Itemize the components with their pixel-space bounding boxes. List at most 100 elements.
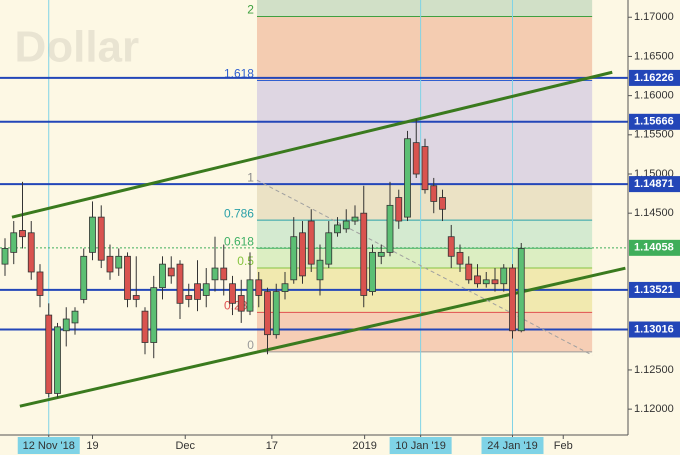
x-tick-label: 24 Jan '19 bbox=[487, 440, 537, 452]
candle-body bbox=[229, 283, 236, 304]
candle-body bbox=[220, 267, 228, 281]
x-tick-label: Feb bbox=[554, 440, 573, 452]
y-tick-label: 1.12500 bbox=[634, 364, 674, 376]
candle-body bbox=[185, 295, 193, 300]
candle-body bbox=[377, 251, 385, 257]
level-label: 1.13016 bbox=[634, 323, 674, 335]
candle-body bbox=[509, 267, 516, 332]
candle-body bbox=[124, 255, 131, 300]
candle-body bbox=[307, 220, 315, 265]
current-price-tag bbox=[629, 239, 680, 256]
candle-body bbox=[404, 138, 411, 218]
candle-body bbox=[19, 230, 26, 238]
candle-body bbox=[430, 185, 438, 202]
candle-body bbox=[491, 279, 499, 285]
x-tick-highlight bbox=[481, 437, 544, 454]
y-tick-label: 1.17000 bbox=[634, 11, 674, 23]
fib-label: 2 bbox=[247, 3, 254, 17]
candle-body bbox=[316, 259, 324, 281]
x-tick-label: 17 bbox=[266, 440, 278, 452]
x-tick-label: 19 bbox=[86, 440, 98, 452]
candle-body bbox=[89, 216, 96, 253]
x-tick-label: 12 Nov '18 bbox=[23, 440, 75, 452]
level-label: 1.14871 bbox=[634, 178, 674, 190]
level-tag bbox=[629, 281, 680, 298]
candle-body bbox=[395, 197, 403, 222]
candle-body bbox=[194, 283, 201, 300]
candle-body bbox=[456, 251, 464, 265]
candle-body bbox=[264, 291, 271, 336]
candle-body bbox=[36, 271, 44, 296]
candle-body bbox=[290, 236, 298, 281]
watermark: , Dollar bbox=[0, 23, 139, 72]
candle-body bbox=[150, 287, 158, 343]
y-tick-label: 1.16000 bbox=[634, 90, 674, 102]
candle-body bbox=[202, 283, 210, 296]
fib-label: 1 bbox=[247, 170, 254, 184]
trendline bbox=[256, 179, 593, 356]
candle-body bbox=[211, 267, 219, 281]
candle-body bbox=[176, 263, 184, 304]
fib-band bbox=[256, 0, 593, 17]
level-tag bbox=[629, 321, 680, 338]
candle-body bbox=[360, 212, 368, 296]
candle-body bbox=[386, 204, 394, 253]
candle-body bbox=[334, 224, 341, 234]
fib-band bbox=[256, 248, 593, 269]
candle-body bbox=[45, 314, 53, 394]
candle-body bbox=[482, 279, 490, 285]
candle-body bbox=[325, 232, 333, 265]
candle-body bbox=[10, 232, 18, 253]
y-tick-label: 1.15500 bbox=[634, 129, 674, 141]
candle-body bbox=[447, 236, 455, 257]
candle-body bbox=[159, 263, 166, 289]
candle-body bbox=[71, 310, 79, 324]
y-tick-label: 1.16500 bbox=[634, 50, 674, 62]
candle-body bbox=[272, 291, 280, 336]
candle-body bbox=[27, 232, 35, 273]
fib-band bbox=[256, 312, 593, 352]
level-tag bbox=[629, 176, 680, 193]
candle-body bbox=[255, 279, 263, 296]
level-tag bbox=[629, 69, 680, 86]
x-tick-label: Dec bbox=[175, 440, 195, 452]
fib-label: 0 bbox=[247, 338, 254, 352]
candle-body bbox=[517, 248, 525, 332]
fib-label: 0.5 bbox=[237, 254, 254, 268]
fib-band bbox=[256, 16, 593, 81]
candle-body bbox=[439, 197, 446, 210]
candle-body bbox=[299, 232, 306, 277]
candle-body bbox=[132, 295, 140, 300]
candle-body bbox=[474, 275, 481, 285]
candle-body bbox=[500, 267, 508, 285]
current-price-label: 1.14058 bbox=[634, 242, 674, 254]
level-label: 1.15666 bbox=[634, 116, 674, 128]
candle-body bbox=[97, 216, 105, 261]
candle-body bbox=[465, 263, 473, 281]
candle-body bbox=[80, 255, 88, 300]
candle-body bbox=[237, 295, 245, 312]
candle-body bbox=[115, 255, 123, 269]
x-tick-label: 10 Jan '19 bbox=[395, 440, 445, 452]
fib-label: 0.618 bbox=[224, 234, 254, 248]
candle-body bbox=[421, 146, 429, 191]
candle-body bbox=[246, 279, 254, 312]
x-tick-highlight bbox=[389, 437, 452, 454]
candle-body bbox=[62, 318, 70, 332]
candle-body bbox=[167, 267, 175, 277]
candle-body bbox=[106, 255, 114, 273]
level-tag bbox=[629, 113, 680, 130]
candle-body bbox=[412, 142, 420, 175]
y-tick-label: 1.12000 bbox=[634, 403, 674, 415]
fib-band bbox=[256, 220, 593, 249]
candle-body bbox=[281, 283, 289, 292]
candle-body bbox=[342, 220, 350, 230]
candle-body bbox=[1, 248, 9, 265]
candle-body bbox=[141, 310, 149, 343]
candle-body bbox=[369, 251, 376, 292]
x-tick-highlight bbox=[17, 437, 80, 454]
y-tick-label: 1.14500 bbox=[634, 207, 674, 219]
x-tick-label: 2019 bbox=[352, 440, 376, 452]
level-label: 1.13521 bbox=[634, 284, 674, 296]
